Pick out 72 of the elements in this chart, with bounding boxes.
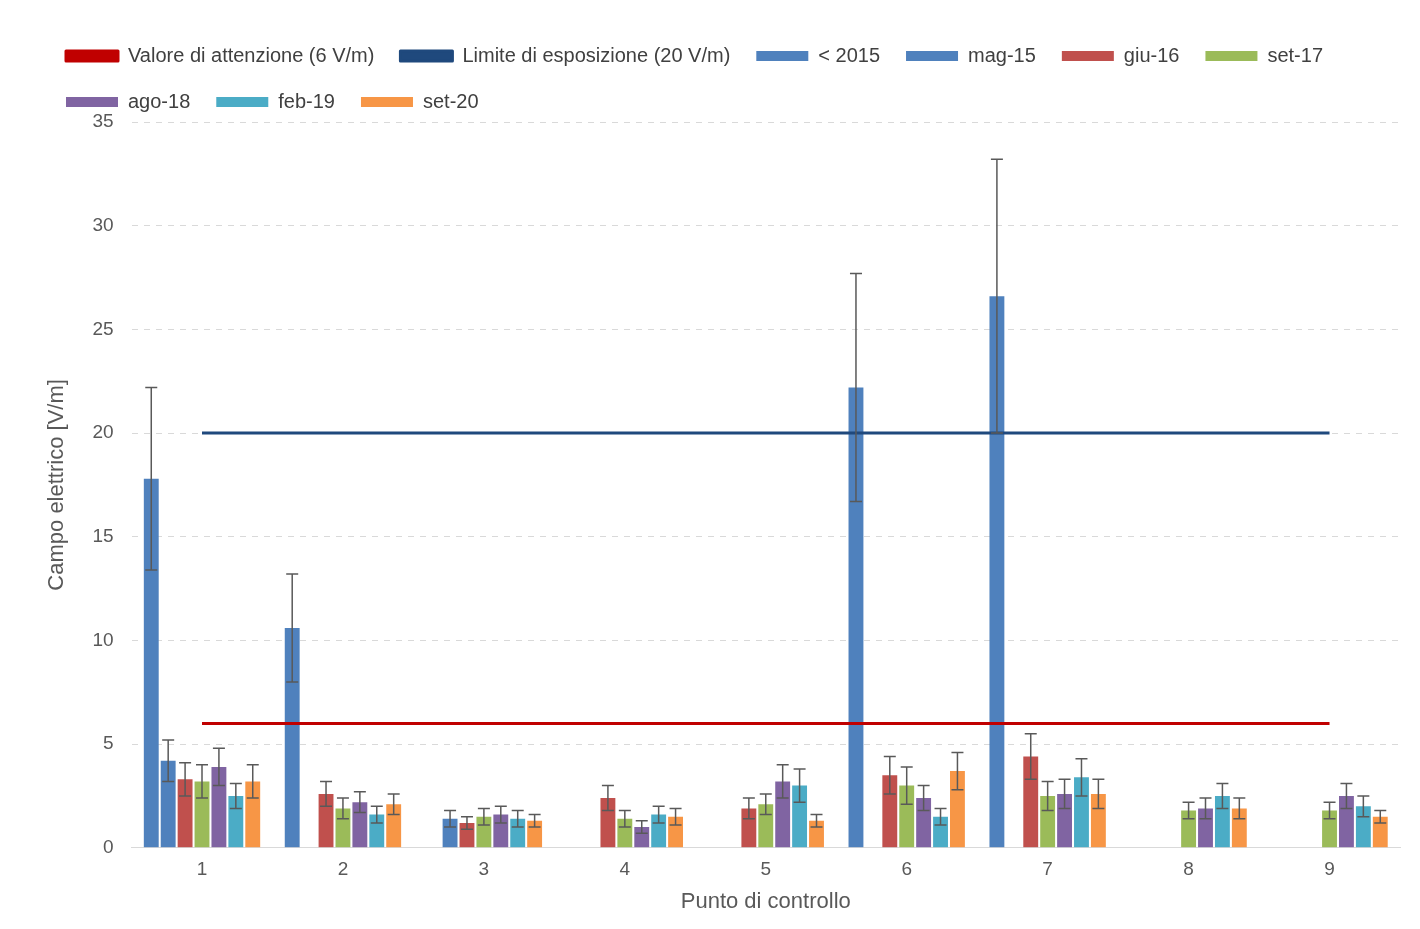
bar [933,816,948,848]
bar [668,816,684,848]
bar [1057,793,1072,848]
bar [160,760,176,848]
bar [493,814,509,848]
y-tick-label: 35 [92,110,114,132]
bar [950,771,965,848]
bar [1355,806,1371,848]
bar [634,827,650,848]
bar [1339,795,1354,848]
bar [741,808,757,848]
y-tick-label: 15 [92,524,114,546]
x-tick-label: 5 [760,858,772,880]
legend-label: set-20 [422,89,479,112]
bar [476,816,492,848]
bar [651,814,667,848]
bar [369,814,385,848]
bar [352,802,368,848]
bar [1023,756,1039,848]
y-tick-label: 25 [92,317,114,339]
x-axis-title: Punto di controllo [680,887,851,913]
x-tick-label: 4 [619,858,631,880]
y-tick-label: 5 [102,732,114,754]
x-tick-label: 7 [1042,858,1053,880]
bar [386,804,402,848]
bar [527,820,543,848]
x-tick-label: 1 [196,858,208,880]
bar [775,781,791,848]
bar [989,296,1005,848]
bar [1231,808,1247,848]
y-tick-label: 30 [92,213,114,235]
legend-label: feb-19 [278,89,335,112]
bar [245,781,261,848]
legend-label: mag-15 [968,43,1036,66]
x-tick-label: 8 [1183,858,1194,880]
bar [792,785,808,848]
legend-label: Valore di attenzione (6 V/m) [128,43,375,66]
bar [600,798,616,848]
x-tick-label: 6 [901,858,912,880]
bar [177,779,193,848]
bar [617,818,633,848]
bar [1181,810,1197,848]
bar [510,818,526,848]
legend-label: set-17 [1267,43,1324,66]
bar [1198,808,1213,848]
x-tick-label: 3 [478,858,490,880]
legend-label: ago-18 [128,89,191,112]
y-tick-label: 10 [92,628,114,650]
bar [1372,816,1388,848]
bar [899,785,915,848]
legend-label: Limite di esposizione (20 V/m) [462,43,731,66]
bar [1090,793,1106,848]
y-tick-label: 20 [92,421,114,443]
bar [809,820,824,848]
bar [228,795,244,848]
bar [143,478,159,848]
legend-label: giu-16 [1123,43,1180,66]
bar [758,804,774,848]
bar [284,627,300,848]
bar [916,798,932,848]
bar [1214,795,1230,848]
bar [211,766,227,848]
bar [882,775,898,848]
x-tick-label: 9 [1324,858,1335,880]
y-tick-label: 0 [102,836,114,858]
bar [1040,795,1056,848]
y-axis-title: Campo elettrico [V/m] [43,379,69,591]
bar [1074,777,1089,848]
x-tick-label: 2 [337,858,349,880]
legend-label: < 2015 [818,43,881,66]
bar [442,818,458,848]
bar [1322,810,1337,848]
